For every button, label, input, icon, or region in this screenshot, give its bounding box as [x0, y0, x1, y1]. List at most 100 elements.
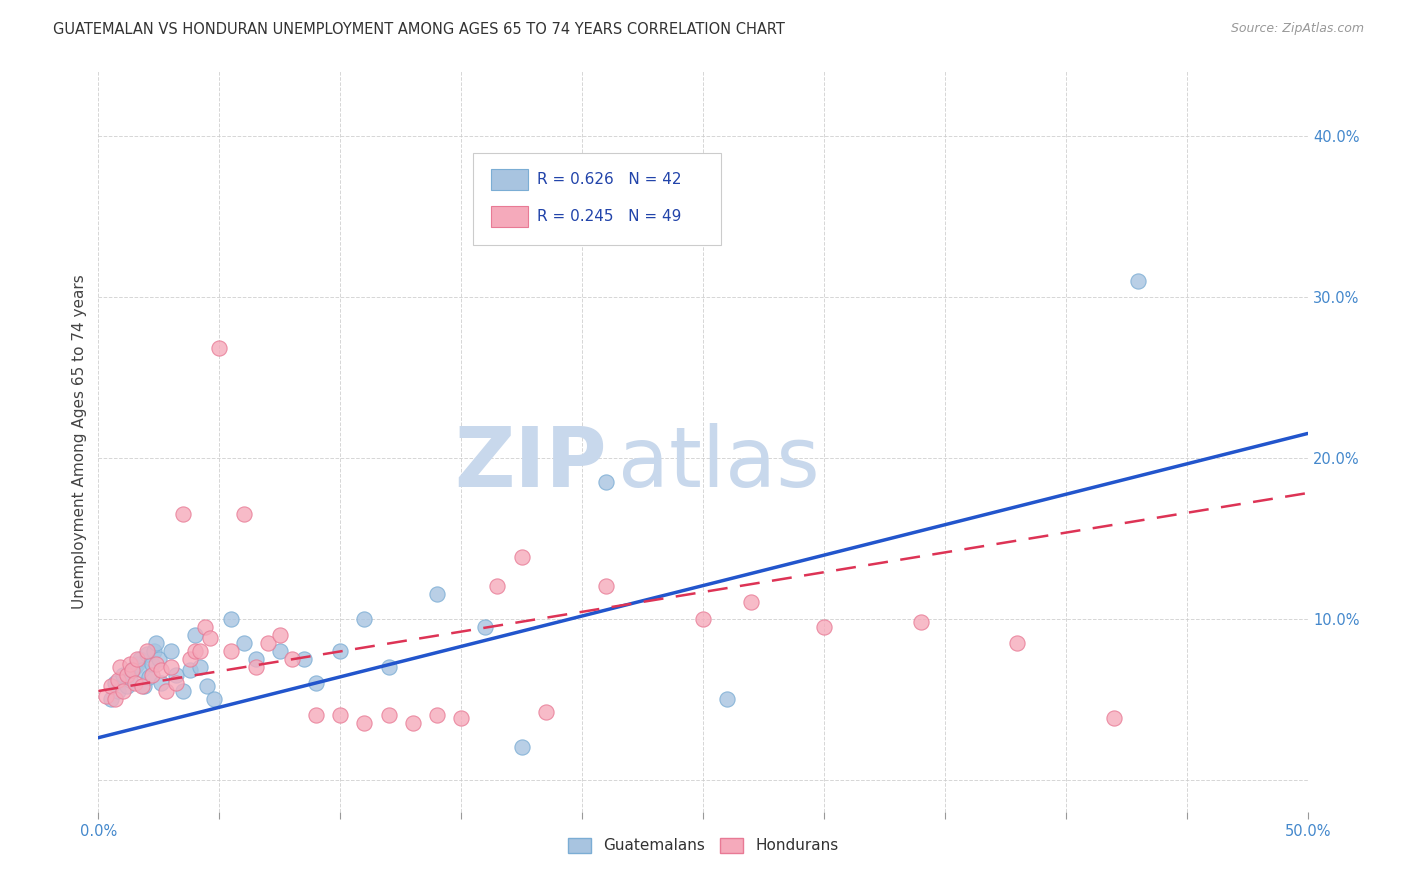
Point [94, 689, 117, 703]
Point [692, 611, 714, 625]
Point [179, 663, 201, 677]
Point [111, 668, 134, 682]
Point [208, 341, 231, 355]
Point [121, 663, 143, 677]
Point [172, 684, 194, 698]
Point [128, 652, 150, 666]
Text: atlas: atlas [619, 423, 820, 504]
Text: Source: ZipAtlas.com: Source: ZipAtlas.com [1230, 22, 1364, 36]
Point [813, 619, 835, 633]
Point [510, 740, 533, 755]
Point [145, 657, 167, 671]
Legend: Guatemalans, Hondurans: Guatemalans, Hondurans [561, 831, 845, 860]
Point [305, 676, 328, 690]
Point [510, 550, 533, 565]
Point [150, 676, 173, 690]
Point [195, 679, 218, 693]
Point [486, 579, 509, 593]
Point [107, 673, 129, 687]
Point [221, 644, 243, 658]
Point [281, 652, 304, 666]
Point [124, 660, 146, 674]
Text: R = 0.245   N = 49: R = 0.245 N = 49 [537, 209, 682, 224]
Point [204, 692, 226, 706]
Point [118, 673, 141, 687]
Point [740, 595, 762, 609]
Point [426, 708, 449, 723]
Point [184, 628, 207, 642]
Point [232, 636, 254, 650]
Text: ZIP: ZIP [454, 423, 606, 504]
Y-axis label: Unemployment Among Ages 65 to 74 years: Unemployment Among Ages 65 to 74 years [72, 274, 87, 609]
Point [329, 644, 352, 658]
Point [127, 652, 149, 666]
Point [155, 684, 177, 698]
Point [135, 644, 157, 658]
Point [141, 668, 163, 682]
Point [377, 660, 399, 674]
Point [111, 684, 134, 698]
Bar [492, 169, 527, 190]
Point [117, 668, 139, 682]
Point [329, 708, 352, 723]
Point [131, 663, 153, 677]
Point [595, 475, 617, 489]
Point [172, 507, 194, 521]
Point [145, 636, 167, 650]
Point [245, 652, 267, 666]
Point [402, 716, 425, 731]
Point [127, 657, 149, 671]
Point [1102, 711, 1125, 725]
Point [353, 716, 375, 731]
Point [256, 636, 278, 650]
Point [198, 631, 221, 645]
Point [292, 652, 315, 666]
FancyBboxPatch shape [474, 153, 721, 245]
Point [143, 644, 166, 658]
Point [165, 676, 187, 690]
Point [104, 692, 127, 706]
Point [117, 679, 139, 693]
Point [160, 660, 183, 674]
Point [131, 679, 153, 693]
Point [148, 652, 170, 666]
Point [188, 644, 211, 658]
Point [165, 668, 187, 682]
Point [910, 615, 932, 629]
Point [450, 711, 472, 725]
Text: R = 0.626   N = 42: R = 0.626 N = 42 [537, 172, 682, 187]
Point [150, 663, 173, 677]
Point [353, 611, 375, 625]
Point [1007, 636, 1029, 650]
Point [232, 507, 254, 521]
Point [160, 644, 183, 658]
Point [100, 679, 122, 693]
Point [118, 657, 141, 671]
Text: GUATEMALAN VS HONDURAN UNEMPLOYMENT AMONG AGES 65 TO 74 YEARS CORRELATION CHART: GUATEMALAN VS HONDURAN UNEMPLOYMENT AMON… [53, 22, 786, 37]
Point [269, 628, 291, 642]
Point [716, 692, 738, 706]
Point [377, 708, 399, 723]
Point [221, 611, 243, 625]
Point [134, 679, 156, 693]
Point [138, 669, 160, 683]
Point [245, 660, 267, 674]
Point [188, 660, 211, 674]
Point [141, 657, 163, 671]
Point [135, 647, 157, 661]
Point [108, 660, 131, 674]
Point [426, 587, 449, 601]
Point [269, 644, 291, 658]
Point [534, 705, 557, 719]
Point [1128, 274, 1150, 288]
Point [100, 692, 122, 706]
Point [305, 708, 328, 723]
Point [107, 684, 129, 698]
Point [121, 663, 143, 677]
Point [184, 644, 207, 658]
Point [194, 619, 217, 633]
Point [179, 652, 201, 666]
Point [595, 579, 617, 593]
Point [474, 619, 496, 633]
Bar [492, 206, 527, 227]
